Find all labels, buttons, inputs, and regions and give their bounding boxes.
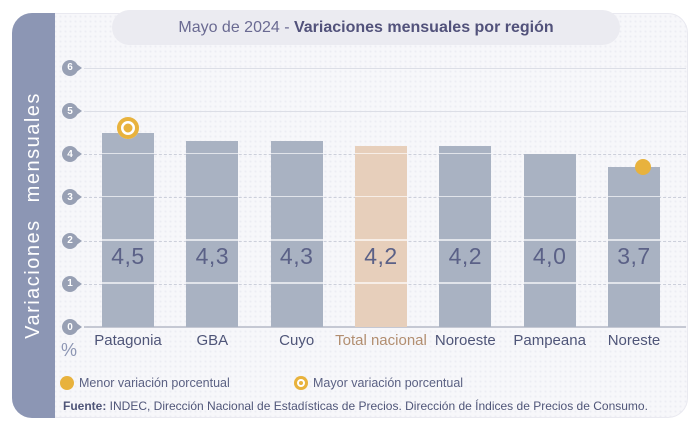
bar-gridline-overlay [270, 239, 323, 241]
bar-gridline-overlay [354, 195, 407, 198]
bar-gridline-overlay [186, 282, 239, 284]
bar-value-label: 4,2 [364, 243, 398, 269]
max-variation-ring-icon [294, 376, 308, 390]
legend: Menor variación porcentual Mayor variaci… [60, 376, 660, 392]
bar-gridline-overlay [102, 239, 154, 241]
y-axis-title: Variaciones mensuales [22, 92, 45, 339]
x-axis-label-1: GBA [196, 332, 229, 349]
x-axis-label-3: Total nacional [335, 332, 427, 349]
bar-gridline-overlay [439, 239, 492, 241]
bar-value-label: 4,5 [111, 243, 145, 269]
bar-noroeste [439, 145, 492, 327]
bar-gridline-overlay [523, 195, 576, 198]
bar-gridline-overlay [354, 152, 407, 155]
x-axis-label-0: Patagonia [94, 332, 162, 349]
chart-title-period: Mayo de 2024 - [178, 18, 294, 36]
bar-value-label: 4,0 [532, 243, 567, 269]
y-axis-tick-2: 2 [62, 232, 82, 249]
bar-gridline-overlay [354, 282, 407, 284]
x-axis-label-2: Cuyo [279, 332, 315, 349]
bar-gba [186, 141, 239, 327]
source-note-bold: Fuente: [63, 399, 107, 413]
bar-gridline-overlay [607, 195, 660, 198]
x-axis-label-5: Pampeana [513, 332, 586, 349]
bar-gridline-overlay [607, 239, 660, 241]
chart-title: Mayo de 2024 - Variaciones mensuales por… [178, 19, 553, 37]
bar-value-label: 4,2 [448, 243, 483, 269]
min-variation-marker-icon [634, 159, 651, 176]
bar-value-label: 4,3 [279, 243, 314, 269]
bar-pampeana [523, 154, 576, 327]
x-axis-label-4: Noroeste [434, 332, 496, 349]
bar-gridline-overlay [354, 239, 407, 241]
gridline-6 [84, 67, 686, 69]
bar-gridline-overlay [270, 282, 323, 284]
legend-item-max: Mayor variación porcentual [294, 376, 463, 390]
source-note-text: INDEC, Dirección Nacional de Estadística… [106, 399, 648, 413]
bar-gridline-overlay [439, 195, 492, 198]
unit-label: % [60, 340, 77, 360]
bar-gridline-overlay [102, 195, 154, 198]
bar-gridline-overlay [439, 282, 492, 284]
x-axis-label-6: Noreste [607, 332, 661, 349]
y-axis-tick-5: 5 [62, 103, 82, 120]
bar-gridline-overlay [186, 152, 239, 155]
y-axis-tick-3: 3 [62, 189, 82, 206]
bar-gridline-overlay [607, 282, 660, 284]
bar-cuyo [270, 141, 323, 327]
y-axis-tick-6: 6 [62, 59, 82, 76]
source-note: Fuente: INDEC, Dirección Nacional de Est… [63, 399, 678, 413]
bar-value-label: 3,7 [617, 243, 651, 269]
bar-gridline-overlay [523, 282, 576, 284]
bar-gridline-overlay [102, 282, 154, 284]
gridline-5 [84, 111, 686, 113]
y-axis-tick-1: 1 [62, 275, 82, 292]
bar-gridline-overlay [186, 195, 239, 198]
legend-label-min: Menor variación porcentual [79, 376, 230, 390]
bar-total-nacional [354, 145, 407, 327]
legend-item-min: Menor variación porcentual [60, 376, 230, 390]
bar-value-label: 4,3 [195, 243, 230, 269]
bar-noreste [607, 167, 660, 327]
bar-gridline-overlay [270, 152, 323, 155]
y-axis-tick-4: 4 [62, 146, 82, 163]
legend-label-max: Mayor variación porcentual [313, 376, 464, 390]
title-pill: Mayo de 2024 - Variaciones mensuales por… [112, 10, 620, 45]
bar-gridline-overlay [102, 152, 154, 155]
bar-gridline-overlay [270, 195, 323, 198]
bar-gridline-overlay [439, 152, 492, 155]
max-variation-marker-icon [117, 116, 139, 139]
bar-gridline-overlay [186, 239, 239, 241]
bar-patagonia [102, 132, 154, 327]
chart-title-main: Variaciones mensuales por región [293, 18, 554, 36]
min-variation-dot-icon [60, 376, 74, 390]
bar-gridline-overlay [523, 239, 576, 241]
x-axis-line [84, 326, 686, 328]
y-axis-tick-0: 0 [62, 319, 82, 335]
y-axis-title-band: Variaciones mensuales [12, 13, 55, 418]
